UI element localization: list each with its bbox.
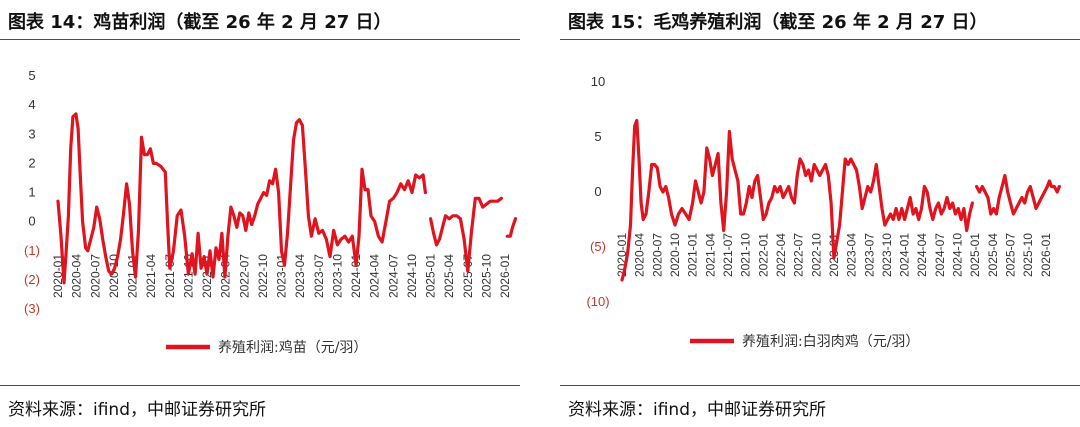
x-tick-label: 2024-04 — [915, 233, 929, 277]
x-tick-label: 2025-10 — [1021, 233, 1035, 277]
x-tick-label: 2024-01 — [349, 254, 363, 298]
bottom-divider — [0, 385, 520, 386]
x-tick-label: 2024-01 — [898, 233, 912, 277]
x-tick-label: 2021-01 — [686, 233, 700, 277]
x-tick-label: 2025-04 — [986, 233, 1000, 277]
x-tick-label: 2022-10 — [256, 254, 270, 298]
x-tick-label: 2020-10 — [107, 254, 121, 298]
x-tick-label: 2023-04 — [293, 254, 307, 298]
y-tick-label: (3) — [24, 301, 40, 316]
y-tick-label: (10) — [586, 294, 609, 309]
x-tick-label: 2025-01 — [968, 233, 982, 277]
x-tick-label: 2021-04 — [144, 254, 158, 298]
panel-broiler-profit: 图表 15：毛鸡养殖利润（截至 26 年 2 月 27 日） 10 5 0 (5) (1… — [560, 0, 1080, 427]
chart-title: 图表 15：毛鸡养殖利润（截至 26 年 2 月 27 日） — [568, 12, 988, 33]
series-line — [975, 173, 1061, 216]
x-tick-label: 2024-10 — [951, 233, 965, 277]
x-tick-label: 2023-07 — [862, 233, 876, 277]
y-tick-label: 5 — [594, 129, 601, 144]
x-tick-label: 2025-07 — [1004, 233, 1018, 277]
x-tick-label: 2023-04 — [845, 233, 859, 277]
y-tick-label: 0 — [594, 184, 601, 199]
top-divider — [0, 39, 520, 40]
x-tick-label: 2021-10 — [739, 233, 753, 277]
y-tick-label: (1) — [24, 243, 40, 258]
x-tick-label: 2021-04 — [703, 233, 717, 277]
x-tick-label: 2021-07 — [163, 254, 177, 298]
y-tick-label: 3 — [28, 126, 35, 141]
x-tick-label: 2024-07 — [933, 233, 947, 277]
panel-chick-profit: 图表 14：鸡苗利润（截至 26 年 2 月 27 日） 5 4 3 2 1 0 (1) (2… — [0, 0, 520, 427]
top-divider — [560, 39, 1080, 40]
x-tick-label: 2020-10 — [668, 233, 682, 277]
x-tick-label: 2022-01 — [756, 233, 770, 277]
y-tick-label: (2) — [24, 272, 40, 287]
x-tick-label: 2023-10 — [880, 233, 894, 277]
series-line — [620, 118, 974, 282]
x-tick-label: 2022-07 — [237, 254, 251, 298]
source-note: 资料来源：ifind，中邮证券研究所 — [568, 400, 826, 420]
series-line — [56, 112, 427, 285]
x-tick-label: 2023-10 — [330, 254, 344, 298]
x-tick-label: 2023-07 — [312, 254, 326, 298]
x-tick-label: 2021-07 — [721, 233, 735, 277]
y-tick-label: (5) — [590, 239, 606, 254]
y-tick-label: 0 — [28, 214, 35, 229]
chart-title: 图表 14：鸡苗利润（截至 26 年 2 月 27 日） — [8, 12, 392, 33]
bottom-divider — [560, 385, 1080, 386]
x-tick-label: 2024-04 — [368, 254, 382, 298]
x-tick-label: 2022-10 — [809, 233, 823, 277]
x-tick-label: 2020-07 — [650, 233, 664, 277]
x-tick-label: 2026-01 — [498, 254, 512, 298]
source-note: 资料来源：ifind，中邮证券研究所 — [8, 400, 266, 420]
legend-label: 养殖利润:白羽肉鸡（元/羽） — [742, 333, 919, 350]
x-tick-label: 2025-07 — [461, 254, 475, 298]
x-tick-label: 2024-10 — [405, 254, 419, 298]
x-tick-label: 2020-07 — [88, 254, 102, 298]
x-tick-label: 2026-01 — [1039, 233, 1053, 277]
x-tick-label: 2022-07 — [792, 233, 806, 277]
y-tick-label: 4 — [28, 97, 35, 112]
series-line — [429, 196, 503, 273]
x-tick-label: 2020-04 — [70, 254, 84, 298]
y-tick-label: 1 — [28, 185, 35, 200]
series-line — [505, 217, 518, 238]
x-tick-label: 2022-04 — [774, 233, 788, 277]
x-tick-label: 2025-04 — [442, 254, 456, 298]
x-tick-label: 2021-10 — [181, 254, 195, 298]
x-tick-label: 2024-07 — [386, 254, 400, 298]
y-tick-label: 5 — [28, 68, 35, 83]
x-tick-label: 2025-01 — [424, 254, 438, 298]
x-tick-label: 2020-04 — [633, 233, 647, 277]
y-tick-label: 2 — [28, 155, 35, 170]
y-tick-label: 10 — [591, 74, 605, 89]
x-tick-label: 2025-10 — [479, 254, 493, 298]
legend-label: 养殖利润:鸡苗（元/羽） — [218, 339, 367, 356]
